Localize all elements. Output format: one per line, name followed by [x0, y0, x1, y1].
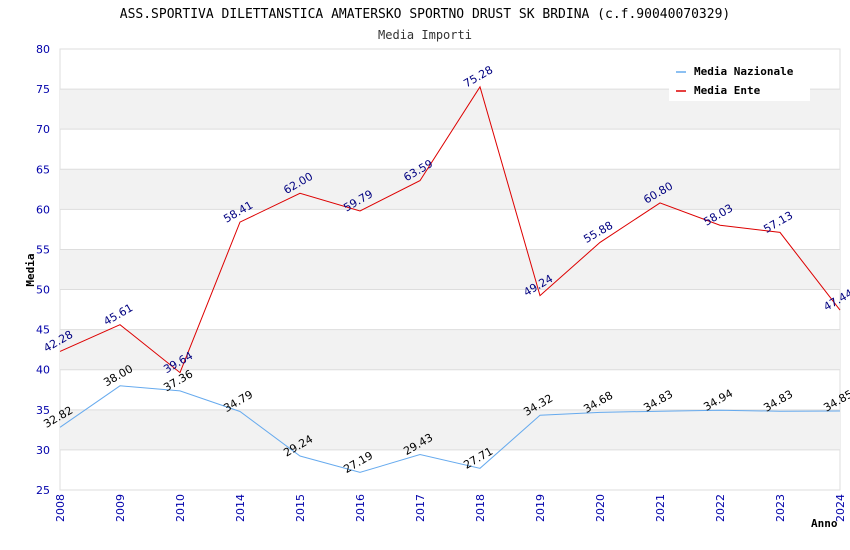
y-tick-label: 40	[36, 364, 50, 377]
legend-label-media-nazionale: Media Nazionale	[694, 65, 794, 78]
x-axis-ticks: 2008 2009 2010 2014 2015 2016 2017 2018 2019 2020…	[54, 494, 847, 522]
y-tick-label: 25	[36, 484, 50, 497]
x-tick-label: 2021	[654, 494, 667, 522]
x-tick-label: 2014	[234, 494, 247, 522]
x-tick-label: 2024	[834, 494, 847, 522]
grid-bands	[59, 48, 841, 491]
legend-background	[669, 59, 810, 101]
chart-title: ASS.SPORTIVA DILETTANSTICA AMATERSKO SPO…	[120, 7, 730, 22]
y-tick-label: 30	[36, 444, 50, 457]
series-lines	[59, 85, 841, 473]
grid-band	[60, 329, 840, 370]
y-tick-label: 50	[36, 284, 50, 297]
y-tick-label: 65	[36, 163, 50, 176]
x-tick-label: 2015	[294, 494, 307, 522]
x-tick-label: 2019	[534, 494, 547, 522]
x-tick-label: 2009	[114, 494, 127, 522]
y-tick-label: 60	[36, 203, 50, 216]
y-tick-label: 80	[36, 43, 50, 56]
grid-band	[60, 409, 840, 450]
y-tick-label: 75	[36, 83, 50, 96]
grid-band	[60, 169, 840, 210]
y-tick-label: 55	[36, 243, 50, 256]
x-tick-label: 2010	[174, 494, 187, 522]
legend-label-media-ente: Media Ente	[694, 84, 761, 97]
x-tick-label: 2020	[594, 494, 607, 522]
y-axis-ticks: 25 30 35 40 45 50 55 60 65 70 75 80	[36, 43, 50, 497]
x-tick-label: 2008	[54, 494, 67, 522]
x-axis-label: Anno	[811, 517, 838, 530]
grid-band	[60, 249, 840, 290]
x-tick-label: 2018	[474, 494, 487, 522]
y-tick-label: 35	[36, 404, 50, 417]
y-tick-label: 45	[36, 324, 50, 337]
chart-subtitle: Media Importi	[378, 28, 472, 42]
x-tick-label: 2017	[414, 494, 427, 522]
y-tick-label: 70	[36, 123, 50, 136]
series-line-media-ente	[59, 85, 841, 374]
series-line-media-nazionale	[59, 385, 841, 473]
legend: Media Nazionale Media Ente	[669, 59, 810, 101]
x-tick-label: 2016	[354, 494, 367, 522]
x-tick-label: 2023	[774, 494, 787, 522]
x-tick-label: 2022	[714, 494, 727, 522]
y-axis-label: Media	[24, 253, 37, 286]
